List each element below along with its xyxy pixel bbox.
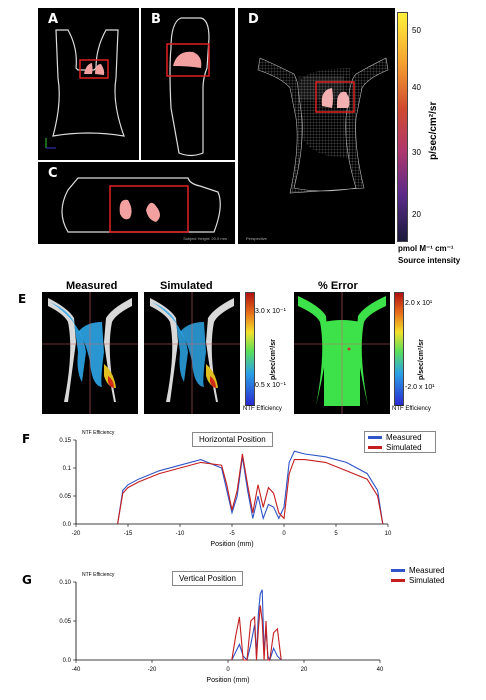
y-axis-label: NTF Efficiency <box>82 430 115 436</box>
top-colorbar-tick-30: 30 <box>412 148 421 157</box>
error-scale-bottom: -2.0 x 10¹ <box>405 384 435 391</box>
series-line-simulated <box>117 453 384 525</box>
chart-f-legend: Measured Simulated <box>364 431 436 453</box>
x-tick-label: 10 <box>385 531 392 537</box>
section-f-letter: F <box>22 432 31 446</box>
vertical-position-chart: 0.0 0.05 0.10 -40 -20 0 20 40 NTF Efficiency Posi… <box>59 572 384 684</box>
panel-b-sagittal-view: B <box>141 8 235 160</box>
efficiency-scale-units: p/sec/cm²/sr <box>270 339 277 380</box>
x-tick-label: 5 <box>334 531 338 537</box>
x-tick-label: -20 <box>148 667 157 673</box>
panel-d-letter: D <box>248 12 259 27</box>
y-axis-label: NTF Efficiency <box>82 572 115 578</box>
error-scale-units: p/sec/cm²/sr <box>418 339 425 380</box>
x-tick-label: -5 <box>229 531 235 537</box>
chart-f-legend-measured: Measured <box>386 432 422 442</box>
x-tick-label: -15 <box>124 531 133 537</box>
sagittal-outline <box>166 17 210 157</box>
error-image <box>294 292 390 414</box>
horizontal-position-chart: 0.0 0.05 0.1 0.15 -20 -15 -10 -5 0 5 10 NTF Efficie… <box>59 430 392 548</box>
x-tick-label: -20 <box>72 531 81 537</box>
x-tick-label: 0 <box>226 667 230 673</box>
series-line-measured <box>117 450 384 525</box>
efficiency-scale-top: 3.0 x 10⁻¹ <box>255 308 286 315</box>
x-axis-label: Position (mm) <box>210 541 253 548</box>
panel-a-letter: A <box>48 12 59 27</box>
y-tick-label: 0.1 <box>63 466 72 472</box>
chart-g-legend: Measured Simulated <box>388 565 458 585</box>
x-tick-label: -40 <box>72 667 81 673</box>
panel-a-coronal-view: A <box>38 8 139 160</box>
y-tick-label: 0.10 <box>59 580 71 586</box>
top-colorbar-tick-50: 50 <box>412 26 421 35</box>
top-colorbar-caption-2: Source intensity <box>398 256 461 265</box>
panel-d-perspective-view: D Perspective <box>238 8 395 244</box>
chart-g-title: Vertical Position <box>172 571 243 586</box>
y-tick-label: 0.15 <box>59 438 71 444</box>
top-colorbar-tick-40: 40 <box>412 83 421 92</box>
top-colorbar-caption-1: pmol M⁻¹ cm⁻¹ <box>398 244 454 253</box>
panel-b-letter: B <box>151 12 161 27</box>
series-line-simulated <box>231 605 282 661</box>
mesh-body <box>257 57 389 194</box>
measured-image <box>42 292 138 414</box>
x-tick-label: 0 <box>282 531 286 537</box>
panel-c-scale-text: Subject Height: 20.0 mm <box>183 236 227 241</box>
top-colorbar-units: p/sec/cm²/sr <box>428 101 439 160</box>
panel-c-transverse-view: C Subject Height: 20.0 mm <box>38 162 235 244</box>
y-tick-label: 0.0 <box>63 522 72 528</box>
section-e-letter: E <box>18 292 27 306</box>
top-colorbar-tick-20: 20 <box>412 210 421 219</box>
transverse-outline <box>61 177 221 233</box>
y-tick-label: 0.05 <box>59 619 71 625</box>
simulated-image <box>144 292 240 414</box>
x-tick-label: 20 <box>301 667 308 673</box>
panel-d-view-text: Perspective <box>246 236 267 241</box>
efficiency-colorbar <box>245 292 255 406</box>
chart-f-legend-simulated: Simulated <box>386 442 422 452</box>
efficiency-scale-caption: NTF Efficiency <box>243 406 282 412</box>
header-error: % Error <box>318 280 358 292</box>
efficiency-scale-bottom: 0.5 x 10⁻¹ <box>255 382 286 389</box>
x-axis-label: Position (mm) <box>206 677 249 684</box>
panel-c-letter: C <box>48 166 58 181</box>
chart-g-legend-simulated: Simulated <box>409 575 445 585</box>
y-tick-label: 0.0 <box>63 658 72 664</box>
coronal-outline <box>45 29 125 149</box>
error-scale-top: 2.0 x 10¹ <box>405 300 433 307</box>
y-tick-label: 0.05 <box>59 494 71 500</box>
x-tick-label: 40 <box>377 667 384 673</box>
top-colorbar <box>397 12 408 242</box>
section-g-letter: G <box>22 573 32 587</box>
chart-f-title: Horizontal Position <box>192 432 273 447</box>
header-simulated: Simulated <box>160 280 213 292</box>
error-colorbar <box>394 292 404 406</box>
chart-g-legend-measured: Measured <box>409 565 445 575</box>
error-scale-caption: NTF Efficiency <box>392 406 431 412</box>
x-tick-label: -10 <box>176 531 185 537</box>
header-measured: Measured <box>66 280 118 292</box>
